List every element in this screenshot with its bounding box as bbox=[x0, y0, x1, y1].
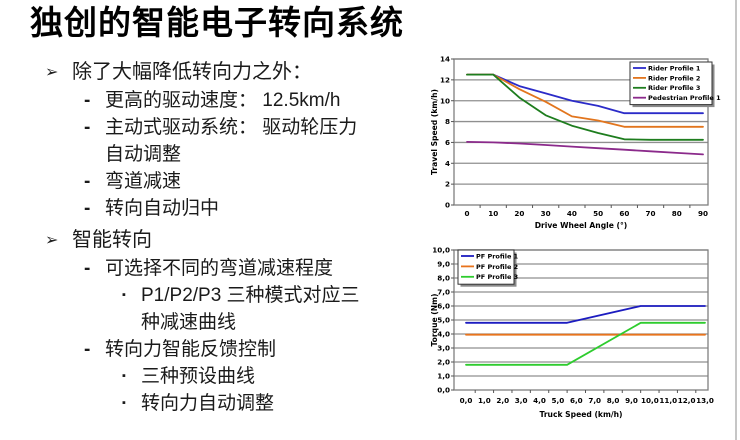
svg-text:PF Profile 3: PF Profile 3 bbox=[476, 273, 518, 281]
svg-text:Drive Wheel Angle (°): Drive Wheel Angle (°) bbox=[535, 221, 628, 230]
dash-bullet-icon: - bbox=[84, 90, 91, 111]
torque-chart: 0,0 1,0 2,0 3,0 4,0 5,0 6,0 7,0 8,0 9,0 10,0 0,0 1,0… bbox=[431, 240, 737, 428]
page-title: 独创的智能电子转向系统 bbox=[30, 3, 404, 42]
svg-text:13,0: 13,0 bbox=[696, 396, 714, 405]
svg-text:Travel Speed (km/h): Travel Speed (km/h) bbox=[431, 89, 439, 175]
bullet-item: - 可选择不同的弯道减速程度 bbox=[84, 255, 437, 282]
travel-speed-chart: 0 2 4 6 8 10 12 14 0 10 20 30 40 50 60 70 80 90 Drive Whee… bbox=[431, 48, 737, 234]
bullet-item: ➢ 除了大幅降低转向力之外： bbox=[45, 58, 437, 87]
svg-text:12: 12 bbox=[440, 75, 450, 84]
svg-text:60: 60 bbox=[619, 209, 629, 218]
svg-text:5,0: 5,0 bbox=[552, 396, 565, 405]
bullet-text-line: P1/P2/P3 三种模式对应三 bbox=[141, 285, 360, 306]
svg-text:70: 70 bbox=[646, 209, 656, 218]
dash-bullet-icon: - bbox=[84, 258, 91, 279]
svg-text:9,0: 9,0 bbox=[625, 396, 638, 405]
bullet-item: - 主动式驱动系统： 驱动轮压力 自动调整 bbox=[84, 114, 437, 168]
bullet-text-line: 自动调整 bbox=[105, 144, 182, 165]
svg-text:Pedestrian Profile 1: Pedestrian Profile 1 bbox=[648, 94, 721, 102]
svg-text:10,0: 10,0 bbox=[432, 246, 450, 255]
bullet-text: 除了大幅降低转向力之外： bbox=[72, 61, 312, 83]
bullet-item: - 转向力智能反馈控制 bbox=[84, 336, 437, 363]
bullet-text: 智能转向 bbox=[72, 229, 152, 251]
svg-text:0: 0 bbox=[464, 209, 469, 218]
svg-text:Rider Profile 2: Rider Profile 2 bbox=[648, 74, 700, 82]
arrow-bullet-icon: ➢ bbox=[45, 64, 59, 81]
svg-text:10,0: 10,0 bbox=[641, 396, 659, 405]
bullet-text: 弯道减速 bbox=[105, 171, 182, 192]
svg-text:2,0: 2,0 bbox=[437, 358, 450, 367]
square-bullet-icon: ▪ bbox=[122, 397, 126, 409]
svg-text:Rider Profile 1: Rider Profile 1 bbox=[648, 64, 701, 72]
svg-text:4,0: 4,0 bbox=[533, 396, 546, 405]
svg-text:Torque (Nm): Torque (Nm) bbox=[431, 294, 439, 347]
square-bullet-icon: ▪ bbox=[122, 289, 126, 301]
svg-text:8,0: 8,0 bbox=[437, 274, 450, 283]
bullet-item: - 更高的驱动速度： 12.5km/h bbox=[84, 87, 437, 114]
dash-bullet-icon: - bbox=[84, 198, 91, 219]
svg-text:0: 0 bbox=[445, 201, 450, 210]
svg-text:6: 6 bbox=[445, 138, 450, 147]
bullet-text: 转向力智能反馈控制 bbox=[105, 339, 277, 360]
travel-speed-chart-svg: 0 2 4 6 8 10 12 14 0 10 20 30 40 50 60 70 80 90 Drive Whee… bbox=[431, 55, 721, 230]
dash-bullet-icon: - bbox=[84, 171, 91, 192]
bullet-text: 可选择不同的弯道减速程度 bbox=[105, 258, 334, 279]
bullet-item: - 转向自动归中 bbox=[84, 195, 437, 222]
svg-text:50: 50 bbox=[593, 209, 603, 218]
bullet-item: - 弯道减速 bbox=[84, 168, 437, 195]
bullet-text-line: 种减速曲线 bbox=[141, 312, 237, 333]
bullet-text: 更高的驱动速度： 12.5km/h bbox=[105, 90, 341, 111]
bullet-item: ▪ 三种预设曲线 bbox=[122, 363, 437, 390]
svg-text:Rider Profile 3: Rider Profile 3 bbox=[648, 84, 700, 92]
bullet-text: 三种预设曲线 bbox=[141, 366, 256, 387]
svg-text:9,0: 9,0 bbox=[437, 260, 450, 269]
bullet-list: ➢ 除了大幅降低转向力之外： - 更高的驱动速度： 12.5km/h - 主动式… bbox=[45, 58, 437, 417]
svg-text:14: 14 bbox=[440, 55, 450, 64]
slide-right-edge bbox=[735, 0, 737, 440]
svg-text:1,0: 1,0 bbox=[478, 396, 491, 405]
svg-text:12,0: 12,0 bbox=[678, 396, 696, 405]
svg-text:8,0: 8,0 bbox=[607, 396, 620, 405]
dash-bullet-icon: - bbox=[84, 117, 91, 138]
bullet-text: 转向力自动调整 bbox=[141, 393, 275, 414]
svg-text:90: 90 bbox=[698, 209, 708, 218]
svg-text:10: 10 bbox=[488, 209, 498, 218]
bullet-item: ➢ 智能转向 bbox=[45, 226, 437, 255]
bullet-text-line: 主动式驱动系统： 驱动轮压力 bbox=[105, 117, 358, 138]
svg-text:6,0: 6,0 bbox=[570, 396, 583, 405]
svg-text:20: 20 bbox=[514, 209, 524, 218]
bullet-text: 主动式驱动系统： 驱动轮压力 自动调整 bbox=[105, 114, 437, 168]
svg-text:7,0: 7,0 bbox=[588, 396, 601, 405]
square-bullet-icon: ▪ bbox=[122, 370, 126, 382]
svg-text:10: 10 bbox=[440, 96, 450, 105]
svg-text:1,0: 1,0 bbox=[437, 372, 450, 381]
svg-text:3,0: 3,0 bbox=[515, 396, 528, 405]
svg-text:6,0: 6,0 bbox=[437, 302, 450, 311]
svg-text:8: 8 bbox=[445, 117, 450, 126]
bullet-text: 转向自动归中 bbox=[105, 198, 220, 219]
svg-text:2: 2 bbox=[445, 180, 450, 189]
bullet-item: ▪ 转向力自动调整 bbox=[122, 390, 437, 417]
svg-text:7,0: 7,0 bbox=[437, 288, 450, 297]
bullet-item: ▪ P1/P2/P3 三种模式对应三 种减速曲线 bbox=[122, 282, 437, 336]
svg-text:PF Profile 2: PF Profile 2 bbox=[476, 263, 518, 271]
svg-text:30: 30 bbox=[541, 209, 551, 218]
svg-text:Truck Speed (km/h): Truck Speed (km/h) bbox=[539, 410, 622, 419]
svg-text:11,0: 11,0 bbox=[659, 396, 677, 405]
bullet-text: P1/P2/P3 三种模式对应三 种减速曲线 bbox=[141, 282, 437, 336]
svg-text:0,0: 0,0 bbox=[437, 386, 450, 395]
svg-text:40: 40 bbox=[567, 209, 577, 218]
svg-text:80: 80 bbox=[672, 209, 682, 218]
svg-text:5,0: 5,0 bbox=[437, 316, 450, 325]
arrow-bullet-icon: ➢ bbox=[45, 232, 59, 249]
svg-text:0,0: 0,0 bbox=[460, 396, 473, 405]
svg-text:2,0: 2,0 bbox=[496, 396, 509, 405]
dash-bullet-icon: - bbox=[84, 339, 91, 360]
svg-text:4,0: 4,0 bbox=[437, 330, 450, 339]
torque-chart-svg: 0,01,02,03,04,05,06,07,08,09,010,00,0 1,0… bbox=[431, 246, 714, 419]
svg-text:3,0: 3,0 bbox=[437, 344, 450, 353]
svg-text:4: 4 bbox=[445, 159, 450, 168]
svg-text:PF Profile 1: PF Profile 1 bbox=[476, 252, 519, 260]
